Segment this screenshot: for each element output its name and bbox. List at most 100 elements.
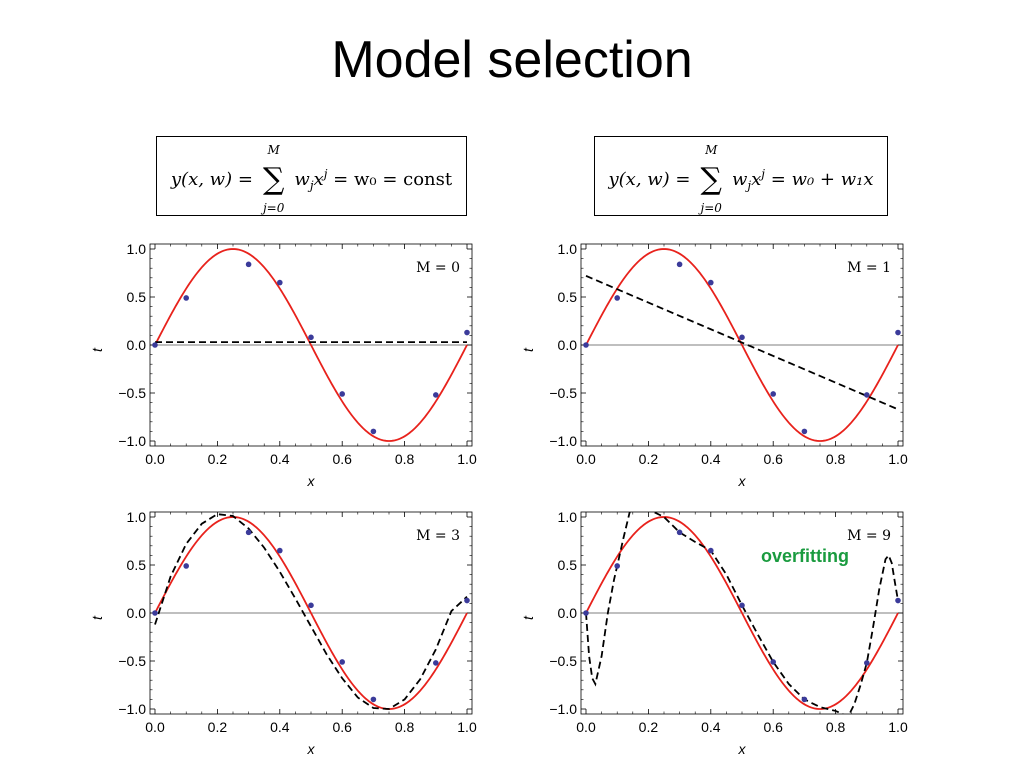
data-point — [339, 659, 346, 665]
true-sine-curve — [154, 516, 468, 710]
data-point — [676, 529, 683, 536]
data-point — [277, 547, 283, 554]
formula-lhs: y(x, w) = — [170, 169, 253, 190]
x-tick-label: 0.4 — [270, 451, 290, 467]
model-order-label: M = 3 — [416, 528, 460, 544]
y-tick-label: −0.5 — [118, 385, 146, 401]
y-tick-label: −0.5 — [549, 653, 577, 669]
x-tick-label: 0.2 — [639, 451, 659, 467]
data-point — [583, 342, 589, 348]
x-tick-label: 0.6 — [332, 719, 352, 735]
y-tick-label: −1.0 — [118, 433, 146, 449]
y-tick-label: 1.0 — [127, 241, 147, 257]
chart-panel-3: 0.0 0.2 0.4 0.6 0.8 1.0 1.0 0.5 0.0 −0.5 −1.0 x t M =… — [520, 509, 908, 757]
formula-term-x: x — [751, 169, 762, 190]
x-tick-label: 0.4 — [701, 719, 721, 735]
data-point — [245, 261, 252, 268]
x-tick-label: 0.0 — [145, 719, 165, 735]
x-tick-label: 1.0 — [888, 719, 908, 735]
y-tick-label: −1.0 — [118, 701, 146, 717]
model-order-label: M = 1 — [847, 260, 891, 276]
x-axis-label: x — [738, 473, 747, 489]
chart-panel-2: 0.0 0.2 0.4 0.6 0.8 1.0 1.0 0.5 0.0 −0.5 −1.0 x t M =… — [89, 509, 477, 757]
summation-sign: M ∑ j=0 — [696, 143, 726, 215]
data-point — [277, 279, 283, 286]
x-tick-label: 1.0 — [457, 451, 477, 467]
x-tick-label: 0.8 — [395, 451, 415, 467]
y-tick-label: 1.0 — [127, 509, 147, 525]
slide-title: Model selection — [331, 31, 693, 89]
x-axis-label: x — [307, 741, 316, 757]
x-tick-label: 0.2 — [208, 451, 228, 467]
data-point — [864, 392, 870, 398]
data-point — [614, 563, 620, 569]
chart-panel-1: 0.0 0.2 0.4 0.6 0.8 1.0 1.0 0.5 0.0 −0.5 −1.0 x t M =… — [520, 241, 908, 489]
y-tick-label: −1.0 — [549, 433, 577, 449]
data-point — [583, 610, 589, 616]
model-order-label: M = 9 — [847, 528, 891, 544]
data-point — [152, 610, 158, 616]
true-sine-curve — [154, 248, 468, 442]
data-point — [708, 547, 714, 554]
chart-panel-0: 0.0 0.2 0.4 0.6 0.8 1.0 1.0 0.5 0.0 −0.5 −1.0 x t M =… — [89, 241, 477, 489]
polynomial-fit-curve — [585, 512, 899, 714]
overfitting-annotation: overfitting — [761, 546, 849, 566]
x-tick-label: 0.6 — [763, 451, 783, 467]
x-axis-label: x — [738, 741, 747, 757]
data-point — [464, 597, 470, 604]
sum-lower-limit: j=0 — [262, 201, 285, 215]
x-tick-label: 0.2 — [639, 719, 659, 735]
formula-term-w: w — [294, 169, 310, 190]
true-sine-curve — [585, 248, 899, 442]
y-tick-label: 0.5 — [127, 289, 147, 305]
x-tick-label: 0.4 — [270, 719, 290, 735]
data-point — [183, 563, 189, 569]
data-point — [339, 391, 346, 397]
x-tick-label: 0.0 — [576, 451, 596, 467]
x-tick-label: 0.8 — [826, 451, 846, 467]
data-point — [370, 696, 377, 703]
data-point — [152, 342, 158, 348]
data-point — [614, 295, 620, 301]
data-point — [370, 428, 377, 435]
data-point — [308, 602, 314, 609]
formula-rhs: = w₀ + w₁x — [770, 169, 874, 190]
formula-term-x: x — [313, 169, 324, 190]
data-point — [801, 428, 808, 435]
data-point — [739, 602, 745, 609]
true-sine-curve — [585, 516, 899, 710]
x-tick-label: 0.6 — [332, 451, 352, 467]
x-tick-label: 0.4 — [701, 451, 721, 467]
y-tick-label: 1.0 — [558, 241, 578, 257]
formula-term-w: w — [731, 169, 748, 190]
sum-upper-limit: M — [267, 143, 280, 157]
y-tick-label: 0.5 — [558, 557, 578, 573]
formula-rhs: = w₀ = const — [333, 169, 453, 190]
data-point — [183, 295, 189, 301]
x-tick-label: 1.0 — [457, 719, 477, 735]
x-tick-label: 0.8 — [826, 719, 846, 735]
x-tick-label: 0.2 — [208, 719, 228, 735]
summation-sign: M ∑ j=0 — [259, 143, 289, 215]
y-tick-label: −0.5 — [549, 385, 577, 401]
data-point — [464, 329, 470, 336]
data-point — [308, 334, 314, 341]
data-point — [895, 597, 901, 604]
data-point — [895, 329, 901, 336]
data-point — [676, 261, 683, 268]
y-axis-label: t — [89, 347, 105, 352]
y-tick-label: −0.5 — [118, 653, 146, 669]
y-tick-label: 0.0 — [127, 605, 147, 621]
x-tick-label: 0.0 — [576, 719, 596, 735]
formula-term-sup: j — [761, 167, 766, 181]
sum-lower-limit: j=0 — [700, 201, 722, 215]
data-point — [864, 660, 870, 666]
y-tick-label: 0.0 — [127, 337, 147, 353]
polynomial-fit-curve — [585, 275, 899, 411]
data-point — [770, 391, 776, 397]
x-tick-label: 1.0 — [888, 451, 908, 467]
formula-lhs: y(x, w) = — [608, 169, 691, 190]
y-tick-label: 0.5 — [558, 289, 578, 305]
y-tick-label: −1.0 — [549, 701, 577, 717]
